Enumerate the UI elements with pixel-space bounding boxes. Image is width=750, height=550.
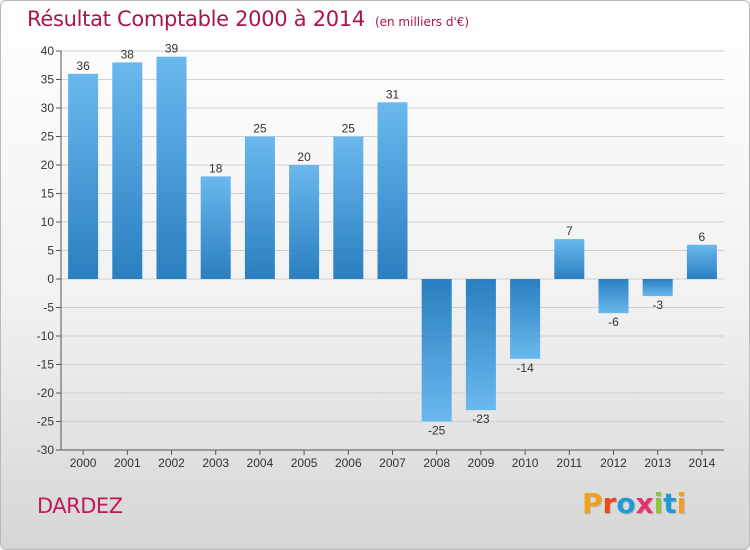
x-tick-label: 2002 xyxy=(158,456,185,470)
bar xyxy=(244,136,275,279)
data-label: 31 xyxy=(386,87,400,101)
data-label: 20 xyxy=(297,150,311,164)
x-tick-label: 2005 xyxy=(291,456,318,470)
logo-letter: r xyxy=(602,487,617,520)
bar xyxy=(642,279,673,297)
data-label: 7 xyxy=(566,224,573,238)
bar xyxy=(289,165,320,279)
bar xyxy=(554,239,585,279)
data-label: 25 xyxy=(342,122,356,136)
y-tick-label: 15 xyxy=(41,187,55,201)
data-label: -14 xyxy=(516,361,534,375)
data-label: 6 xyxy=(699,230,706,244)
y-tick-label: 5 xyxy=(47,244,54,258)
data-label: 25 xyxy=(253,122,267,136)
data-label: -6 xyxy=(608,315,619,329)
bar xyxy=(377,102,408,279)
data-labels: 36 38 39 18 25 20 25 31 -25 -23 -14 7 -6 -3 6 xyxy=(76,42,705,438)
bars xyxy=(68,56,717,422)
y-tick-label: 35 xyxy=(41,73,55,87)
y-tick-label: -5 xyxy=(43,301,54,315)
logo-letter: i xyxy=(653,487,664,520)
chart-subtitle: (en milliers d'€) xyxy=(374,15,470,29)
y-tick-label: 20 xyxy=(41,158,55,172)
commune-name: DARDEZ xyxy=(37,494,123,518)
logo-letter: o xyxy=(616,487,636,520)
logo-letter: x xyxy=(635,487,654,520)
y-tick-label: -30 xyxy=(37,443,55,457)
y-tick-label: 0 xyxy=(47,272,54,286)
y-tick-label: 10 xyxy=(41,215,55,229)
bar xyxy=(421,279,452,422)
bar xyxy=(510,279,541,359)
x-tick-label: 2010 xyxy=(512,456,539,470)
y-tick-label: 30 xyxy=(41,101,55,115)
x-tick-label: 2012 xyxy=(600,456,627,470)
y-tick-label: -25 xyxy=(37,415,55,429)
chart-title-block: Résultat Comptable 2000 à 2014 (en millie… xyxy=(27,7,469,31)
x-tick-label: 2011 xyxy=(556,456,582,470)
proxiti-logo[interactable]: Proxiti xyxy=(582,487,686,520)
x-tick-label: 2000 xyxy=(70,456,97,470)
bar xyxy=(200,176,231,279)
y-tick-label: -10 xyxy=(37,329,55,343)
x-tick-label: 2004 xyxy=(247,456,274,470)
y-tick-label: -20 xyxy=(37,386,55,400)
data-label: 36 xyxy=(76,59,90,73)
chart-title: Résultat Comptable 2000 à 2014 xyxy=(27,7,365,31)
logo-letter: t xyxy=(663,487,677,520)
bar xyxy=(68,73,99,279)
x-tick-label: 2003 xyxy=(202,456,229,470)
y-tick-label: -15 xyxy=(37,358,55,372)
bar xyxy=(686,244,717,279)
data-label: 18 xyxy=(209,161,223,175)
x-tick-label: 2008 xyxy=(423,456,450,470)
x-tick-label: 2014 xyxy=(689,456,716,470)
data-label: -25 xyxy=(428,424,446,438)
data-label: 38 xyxy=(121,47,135,61)
logo-letter: i xyxy=(676,487,687,520)
x-tick-label: 2006 xyxy=(335,456,362,470)
x-tick-label: 2001 xyxy=(114,456,141,470)
y-tick-label: 25 xyxy=(41,130,55,144)
y-tick-label: 40 xyxy=(41,44,55,58)
bar xyxy=(598,279,629,314)
bar xyxy=(333,136,364,279)
data-label: 39 xyxy=(165,42,179,56)
x-tick-label: 2009 xyxy=(468,456,495,470)
data-label: -3 xyxy=(652,298,663,312)
logo-letter: P xyxy=(582,487,603,520)
bar xyxy=(112,62,143,280)
axes: 40 35 30 25 20 15 10 5 0 -5 -10 -15 -20 -25 -30 2000 200… xyxy=(37,44,724,470)
x-tick-label: 2007 xyxy=(379,456,406,470)
data-label: -23 xyxy=(472,412,490,426)
bar xyxy=(465,279,496,411)
x-tick-label: 2013 xyxy=(644,456,671,470)
bar xyxy=(156,56,187,280)
